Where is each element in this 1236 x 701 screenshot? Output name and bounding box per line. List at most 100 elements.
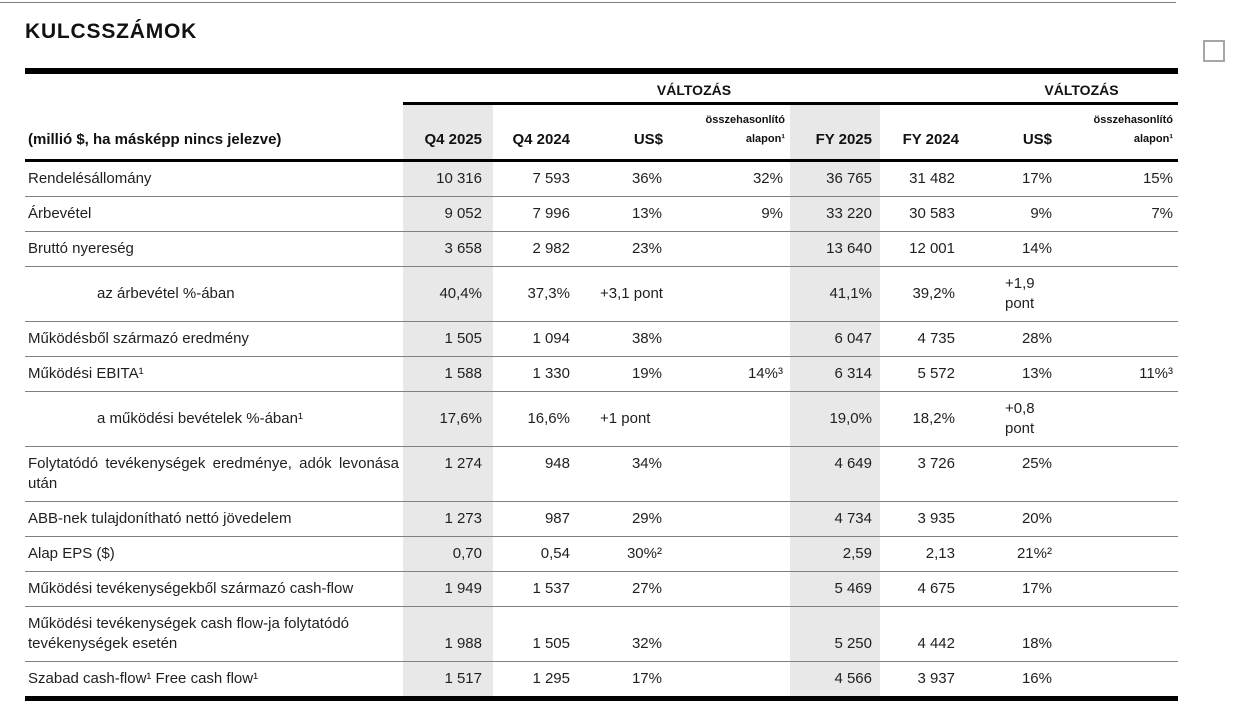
cell-usd-fy: 17% bbox=[965, 160, 1060, 197]
cell-usd-q4: 17% bbox=[631, 670, 662, 687]
cell-q4-2025: 10 316 bbox=[403, 160, 493, 197]
key-figures-table-wrap: VÁLTOZÁS VÁLTOZÁS (millió $, ha másképp … bbox=[25, 68, 1178, 701]
cell-comp-fy bbox=[1060, 266, 1178, 322]
cell-q4-2024: 987 bbox=[493, 501, 578, 537]
cell-usd-fy: 9% bbox=[965, 196, 1060, 232]
cell-q4-2025: 9 052 bbox=[403, 196, 493, 232]
cell-comp-q4 bbox=[672, 391, 790, 447]
cell-fy-2025: 4 734 bbox=[790, 501, 880, 537]
table-row: Szabad cash-flow¹ Free cash flow¹ 1 517 1 … bbox=[25, 661, 1178, 699]
table-row: Alap EPS ($) 0,70 0,54 30%² 2,59 2,13 21%² bbox=[25, 536, 1178, 572]
cell-usd-q4: 36% bbox=[578, 160, 672, 197]
col-header-q4-2024: Q4 2024 bbox=[493, 103, 578, 162]
cell-q4-2024: 7 996 bbox=[493, 196, 578, 232]
cell-fy-2025: 33 220 bbox=[790, 196, 880, 232]
cell-comp-q4: 32% bbox=[672, 160, 790, 197]
table-row: Rendelésállomány 10 316 7 593 36% 32% 36 765 3… bbox=[25, 160, 1178, 197]
cell-usd-q4: 38% bbox=[578, 321, 672, 357]
cell-comp-fy bbox=[1060, 501, 1178, 537]
cell-comp-q4: 14%³ bbox=[672, 356, 790, 392]
cell-q4-2025: 1 274 bbox=[403, 446, 493, 502]
table-row: Működési tevékenységekből származó cash-… bbox=[25, 571, 1178, 607]
row-label: Alap EPS ($) bbox=[25, 536, 403, 572]
table-row: Árbevétel 9 052 7 996 13% 9% 33 220 30 583 9% 7% bbox=[25, 196, 1178, 232]
row-label: ABB-nek tulajdonítható nettó jövedelem bbox=[25, 501, 403, 537]
table-row: Működési tevékenységek cash flow-ja foly… bbox=[25, 606, 1178, 662]
cell-q4-2025: 1 517 bbox=[403, 661, 493, 699]
cell-usd-q4: +1 pont bbox=[578, 391, 672, 447]
table-row: ABB-nek tulajdonítható nettó jövedelem 1 … bbox=[25, 501, 1178, 537]
row-label: Rendelésállomány bbox=[25, 160, 403, 197]
cell-fy-2025: 2,59 bbox=[790, 536, 880, 572]
cell-fy-2024: 3 726 bbox=[880, 446, 965, 502]
cell-fy-2025: 19,0% bbox=[790, 391, 880, 447]
col-header-comparable-q4: összehasonlító alapon¹ bbox=[672, 103, 790, 162]
cell-q4-2024: 0,54 bbox=[493, 536, 578, 572]
cell-usd-q4: 32% bbox=[578, 606, 672, 662]
cell-comp-fy bbox=[1060, 606, 1178, 662]
change-row-spacer-q4 bbox=[403, 71, 578, 105]
cell-usd-q4: +3,1 pont bbox=[578, 266, 672, 322]
cell-comp-fy bbox=[1060, 662, 1178, 699]
cell-fy-2025: 5 469 bbox=[790, 571, 880, 607]
unit-note: (millió $, ha másképp nincs jelezve) bbox=[25, 103, 403, 162]
cell-comp-q4 bbox=[672, 446, 790, 502]
row-label: Működési tevékenységek cash flow-ja foly… bbox=[25, 606, 403, 662]
cell-q4-2025: 1 949 bbox=[403, 571, 493, 607]
col-header-usd-q4: US$ bbox=[578, 103, 672, 162]
cell-fy-2025: 41,1% bbox=[790, 266, 880, 322]
cell-usd-fy: 28% bbox=[965, 321, 1060, 357]
cell-fy-2024: 4 442 bbox=[880, 606, 965, 662]
change-row-empty-cell bbox=[25, 71, 403, 104]
key-figures-table: VÁLTOZÁS VÁLTOZÁS (millió $, ha másképp … bbox=[25, 68, 1178, 701]
cell-q4-2024: 7 593 bbox=[493, 160, 578, 197]
table-body: Rendelésállomány 10 316 7 593 36% 32% 36 765 3… bbox=[25, 160, 1178, 699]
cell-comp-q4 bbox=[672, 536, 790, 572]
row-label: a működési bevételek %-ában¹ bbox=[25, 391, 403, 447]
cell-q4-2024: 1 295 bbox=[532, 670, 570, 687]
row-label: Bruttó nyereség bbox=[25, 231, 403, 267]
cell-q4-2024: 2 982 bbox=[493, 231, 578, 267]
cell-usd-fy: 16% bbox=[1021, 670, 1052, 687]
cell-comp-q4 bbox=[672, 501, 790, 537]
checkbox[interactable] bbox=[1203, 40, 1225, 62]
change-header-row: VÁLTOZÁS VÁLTOZÁS bbox=[25, 71, 1178, 105]
cell-comp-fy bbox=[1060, 391, 1178, 447]
cell-usd-q4: 23% bbox=[578, 231, 672, 267]
cell-usd-q4: 30%² bbox=[578, 536, 672, 572]
cell-fy-2024: 4 735 bbox=[880, 321, 965, 357]
cell-q4-2025: 1 505 bbox=[403, 321, 493, 357]
cell-q4-2024: 1 505 bbox=[493, 606, 578, 662]
cell-comp-q4 bbox=[672, 662, 790, 699]
cell-fy-2024: 18,2% bbox=[880, 391, 965, 447]
cell-fy-2025: 4 566 bbox=[790, 661, 880, 699]
cell-fy-2025: 13 640 bbox=[790, 231, 880, 267]
cell-fy-2024: 2,13 bbox=[880, 536, 965, 572]
cell-fy-2025: 4 649 bbox=[790, 446, 880, 502]
cell-q4-2024: 16,6% bbox=[493, 391, 578, 447]
cell-comp-fy bbox=[1060, 321, 1178, 357]
cell-comp-fy bbox=[1060, 571, 1178, 607]
table-row: Folytatódó tevékenységek eredménye, adók… bbox=[25, 446, 1178, 502]
cell-comp-fy bbox=[1060, 446, 1178, 502]
cell-q4-2025: 1 588 bbox=[403, 356, 493, 392]
cell-q4-2024: 948 bbox=[493, 446, 578, 502]
cell-usd-q4: 13% bbox=[578, 196, 672, 232]
col-header-fy-2024: FY 2024 bbox=[880, 103, 965, 162]
change-row-spacer-fy bbox=[790, 71, 965, 105]
cell-comp-q4 bbox=[672, 571, 790, 607]
col-header-q4-2025: Q4 2025 bbox=[403, 103, 493, 162]
table-row: Működési EBITA¹ 1 588 1 330 19% 14%³ 6 314 5 5… bbox=[25, 356, 1178, 392]
top-divider bbox=[0, 2, 1176, 3]
cell-usd-q4: 19% bbox=[578, 356, 672, 392]
row-label: Szabad cash-flow¹ Free cash flow¹ bbox=[28, 670, 259, 687]
col-header-comparable-fy: összehasonlító alapon¹ bbox=[1060, 103, 1178, 162]
table-row: Működésből származó eredmény 1 505 1 094 38… bbox=[25, 321, 1178, 357]
cell-comp-fy bbox=[1060, 536, 1178, 572]
cell-q4-2025: 40,4% bbox=[403, 266, 493, 322]
cell-fy-2025: 6 314 bbox=[790, 356, 880, 392]
cell-comp-q4 bbox=[672, 231, 790, 267]
cell-fy-2024: 30 583 bbox=[880, 196, 965, 232]
cell-usd-fy: 18% bbox=[965, 606, 1060, 662]
cell-fy-2024: 4 675 bbox=[880, 571, 965, 607]
